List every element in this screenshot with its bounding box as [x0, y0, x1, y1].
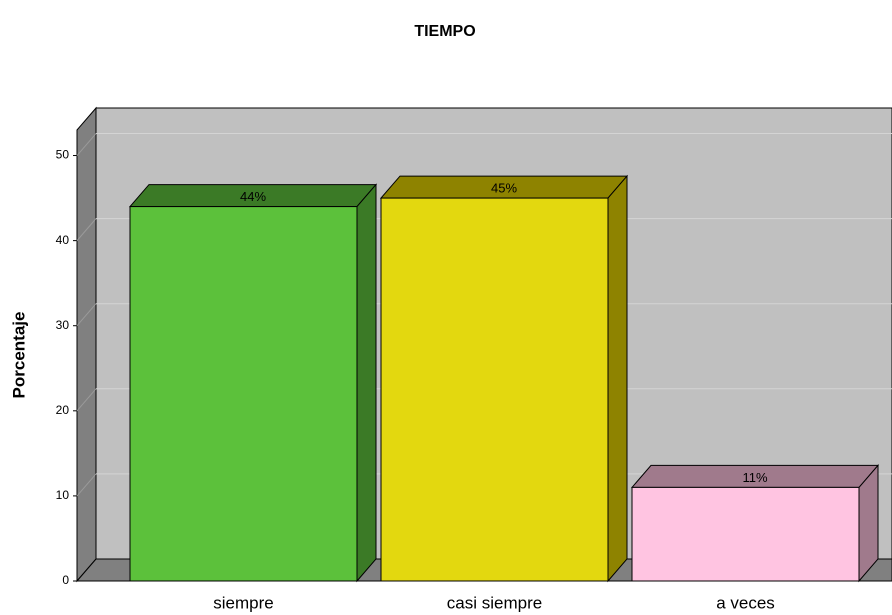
bar-side: [607, 174, 628, 583]
grid-line: [76, 388, 97, 412]
x-tick-label: a veces: [716, 593, 775, 612]
chart-title: TIEMPO: [414, 23, 475, 40]
data-label: 11%: [742, 470, 767, 485]
bar: [380, 197, 609, 582]
bar: [631, 486, 860, 582]
y-axis-label: Porcentaje: [9, 312, 28, 399]
grid-line: [76, 218, 97, 241]
data-label: 44%: [240, 189, 266, 204]
grid-line: [76, 133, 97, 156]
y-tick-label: 30: [56, 318, 70, 332]
y-tick-label: 20: [56, 403, 70, 417]
x-tick-label: casi siempre: [447, 593, 542, 612]
bar: [129, 206, 358, 582]
grid-line: [76, 303, 97, 327]
grid-line: [76, 473, 97, 497]
x-tick-label: siempre: [213, 593, 273, 612]
left-wall: [76, 106, 97, 583]
data-label: 45%: [491, 181, 517, 196]
y-tick-label: 50: [56, 148, 70, 162]
y-tick-label: 10: [56, 488, 70, 502]
bar-side: [356, 183, 377, 583]
y-tick-label: 40: [56, 233, 70, 247]
y-tick-label: 0: [62, 573, 69, 587]
